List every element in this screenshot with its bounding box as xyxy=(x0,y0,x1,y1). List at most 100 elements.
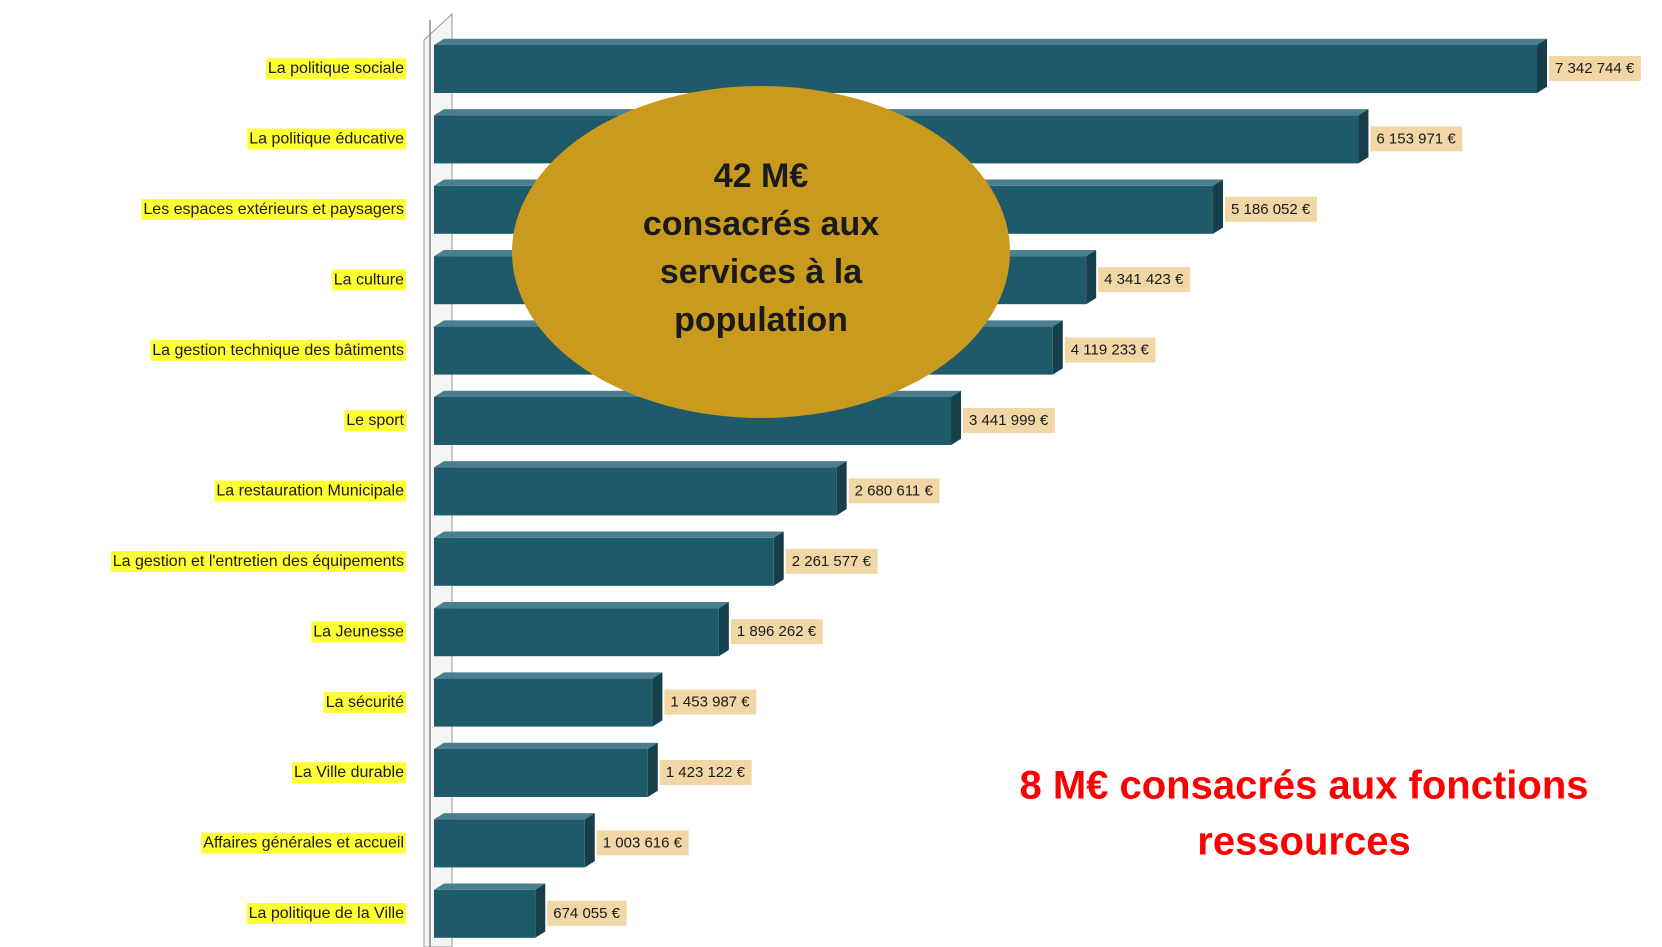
value-label-bg xyxy=(547,900,627,926)
annotation-text: population xyxy=(674,301,848,339)
category-row: La politique sociale xyxy=(265,58,407,80)
category-label: La Ville durable xyxy=(294,764,404,781)
bar-top xyxy=(434,38,1547,45)
annotation-text: ressources xyxy=(1197,820,1410,864)
value-label: 3 441 999 € xyxy=(969,412,1049,429)
value-label: 6 153 971 € xyxy=(1376,130,1456,147)
bar-side xyxy=(652,672,663,727)
value-label-group: 6 153 971 € xyxy=(1370,126,1463,152)
bar-top xyxy=(434,883,546,890)
value-label-bg xyxy=(659,759,752,785)
value-label: 1 003 616 € xyxy=(603,834,683,851)
category-label: Affaires générales et accueil xyxy=(203,835,404,852)
label-highlight xyxy=(265,58,407,80)
label-highlight xyxy=(214,480,407,502)
bar-top xyxy=(434,601,729,609)
category-label: La gestion et l'entretien des équipement… xyxy=(113,553,404,570)
value-label-bg xyxy=(1225,196,1317,222)
annotation-text: services à la xyxy=(660,253,863,291)
annotation-text: 8 M€ consacrés aux fonctions xyxy=(1019,764,1588,808)
value-label-group: 4 341 423 € xyxy=(1098,267,1191,293)
label-highlight xyxy=(141,199,406,221)
value-label-bg xyxy=(848,478,940,504)
category-row: La politique de la Ville xyxy=(246,903,407,925)
category-label: La politique de la Ville xyxy=(249,905,404,922)
bar-side xyxy=(535,883,546,938)
value-label-bg xyxy=(1098,267,1191,293)
bar-side xyxy=(584,813,595,868)
bar-side xyxy=(773,531,784,586)
category-label: Les espaces extérieurs et paysagers xyxy=(143,201,404,218)
category-row: La politique éducative xyxy=(247,128,407,150)
category-row: La gestion et l'entretien des équipement… xyxy=(110,551,406,573)
bar-side xyxy=(1358,109,1369,164)
value-label-group: 1 003 616 € xyxy=(596,830,689,856)
category-row: La gestion technique des bâtiments xyxy=(150,339,406,361)
bar-side xyxy=(1213,179,1224,234)
value-label-bg xyxy=(664,689,757,715)
category-label: La culture xyxy=(334,271,404,288)
value-label-bg xyxy=(730,619,823,645)
category-row: La restauration Municipale xyxy=(214,480,407,502)
category-label: La restauration Municipale xyxy=(216,483,404,500)
value-label-group: 2 261 577 € xyxy=(785,548,878,574)
bar-side xyxy=(951,390,962,445)
value-label: 2 261 577 € xyxy=(792,553,872,570)
bar-side xyxy=(647,742,658,797)
label-highlight xyxy=(331,269,407,291)
annotation-text: 42 M€ xyxy=(714,157,809,195)
value-label-bg xyxy=(785,548,878,574)
label-highlight xyxy=(201,832,406,854)
category-label: La politique éducative xyxy=(249,131,404,148)
bar-side xyxy=(1052,320,1063,375)
value-label-bg xyxy=(963,407,1055,433)
category-row: La Ville durable xyxy=(291,762,407,784)
bar-top xyxy=(434,531,784,538)
label-highlight xyxy=(247,128,407,150)
category-row: La sécurité xyxy=(323,691,407,713)
bar-top xyxy=(434,461,847,468)
label-highlight xyxy=(311,621,407,643)
bar-side xyxy=(1086,249,1097,305)
value-label: 674 055 € xyxy=(553,905,620,922)
label-highlight xyxy=(323,691,407,713)
value-label-bg xyxy=(1370,126,1463,152)
category-row: Le sport xyxy=(344,410,407,432)
value-label-group: 1 896 262 € xyxy=(730,619,823,645)
category-label: La Jeunesse xyxy=(313,623,404,640)
label-highlight xyxy=(291,762,407,784)
bar xyxy=(434,467,837,516)
annotation-bubble xyxy=(512,86,1010,418)
label-highlight xyxy=(246,903,407,925)
bar-top xyxy=(434,109,1369,116)
category-label: La gestion technique des bâtiments xyxy=(152,342,404,359)
value-label-group: 2 680 611 € xyxy=(848,478,940,504)
label-highlight xyxy=(150,339,406,361)
value-label-bg xyxy=(1064,337,1156,363)
value-label-group: 7 342 744 € xyxy=(1549,55,1641,81)
bar xyxy=(434,45,1537,93)
bar-side xyxy=(1537,38,1547,93)
category-row: Affaires générales et accueil xyxy=(201,832,406,854)
label-highlight xyxy=(110,551,406,573)
category-row: La Jeunesse xyxy=(311,621,407,643)
value-label: 5 186 052 € xyxy=(1231,201,1311,218)
bar-top xyxy=(434,672,663,679)
annotation-text: consacrés aux xyxy=(643,205,879,243)
value-label-group: 3 441 999 € xyxy=(963,407,1055,433)
value-label: 1 896 262 € xyxy=(737,623,817,640)
label-highlight xyxy=(344,410,407,432)
bar-top xyxy=(434,742,658,749)
value-label-group: 674 055 € xyxy=(547,900,627,926)
value-label: 1 453 987 € xyxy=(670,694,750,711)
category-row: La culture xyxy=(331,269,407,291)
bar-top xyxy=(434,813,595,820)
value-label-group: 1 453 987 € xyxy=(664,689,757,715)
bar xyxy=(434,678,653,727)
value-label: 4 341 423 € xyxy=(1104,271,1184,288)
category-label: Le sport xyxy=(346,412,404,429)
bar-side xyxy=(718,601,729,657)
value-label: 4 119 233 € xyxy=(1071,342,1150,359)
bar xyxy=(434,819,585,868)
